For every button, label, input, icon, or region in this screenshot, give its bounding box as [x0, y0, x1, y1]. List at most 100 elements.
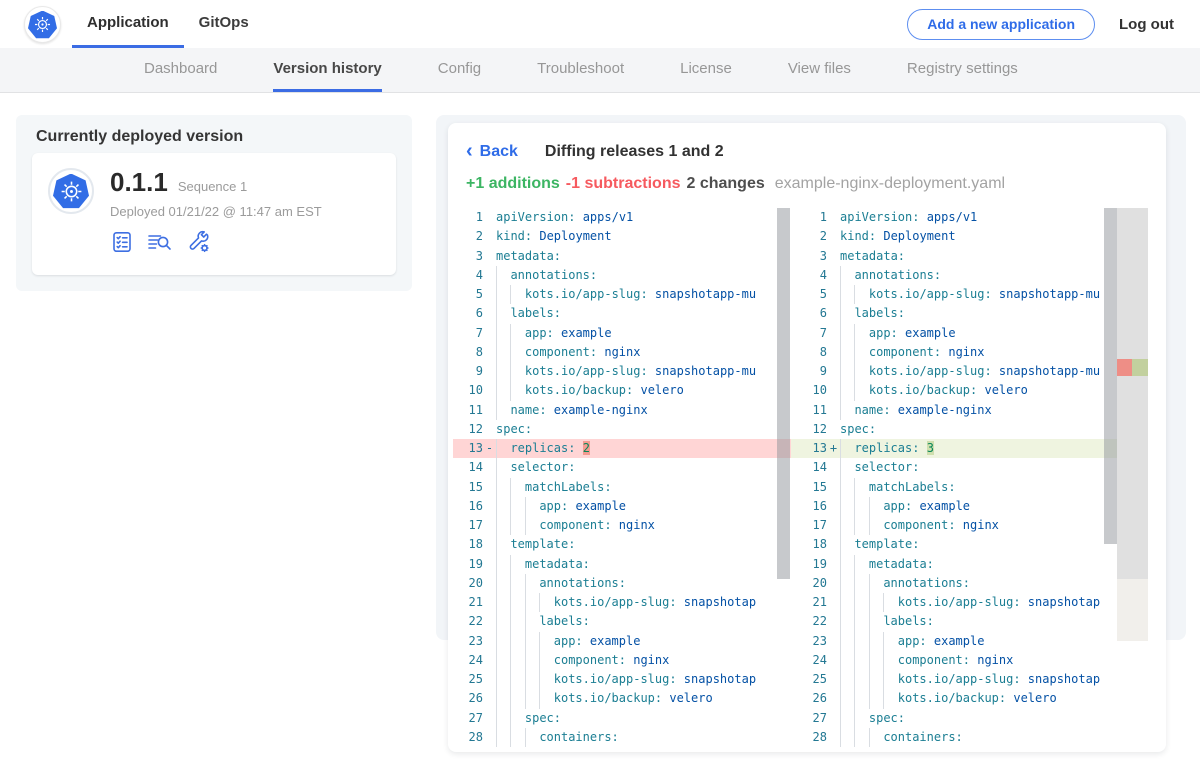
- diff-sign: [827, 362, 840, 381]
- view-logs-icon[interactable]: [147, 230, 173, 254]
- code-text: containers:: [840, 727, 1148, 747]
- subnav-item-registry-settings[interactable]: Registry settings: [906, 60, 1018, 77]
- indent-guide: [496, 612, 510, 632]
- code-token: spec:: [524, 710, 561, 725]
- scrollbar-thumb[interactable]: [777, 208, 790, 579]
- app-subnav: Dashboard Version history Config Troublesho…: [0, 48, 1200, 93]
- indent-guide: [510, 593, 524, 613]
- indent-guide: [510, 727, 524, 747]
- code-token: replicas:: [854, 441, 920, 455]
- kubernetes-logo-badge: [24, 6, 61, 43]
- indent-guide: [510, 554, 524, 574]
- code-text: annotations:: [496, 265, 791, 285]
- diff-sign: [827, 612, 840, 631]
- indent-guide: [840, 265, 854, 285]
- code-line: 18 template:: [453, 535, 791, 555]
- code-line: 13- replicas: 2: [453, 439, 791, 459]
- diff-sign: [483, 304, 496, 323]
- diff-sign: [483, 574, 496, 593]
- line-number: 19: [812, 556, 827, 571]
- code-token: kots.io/backup:: [868, 383, 978, 398]
- indent-guide: [496, 285, 510, 305]
- code-token: matchLabels:: [868, 479, 956, 494]
- code-line: 17 component: nginx: [791, 516, 1148, 536]
- tab-application[interactable]: Application: [72, 0, 184, 48]
- indent-guide: [840, 516, 854, 536]
- minimap-slider: [1117, 579, 1148, 641]
- code-line: 21 kots.io/app-slug: snapshotap: [791, 593, 1148, 613]
- indent-guide: [496, 381, 510, 401]
- scrollbar-thumb[interactable]: [1104, 208, 1117, 544]
- logout-button[interactable]: Log out: [1119, 15, 1174, 33]
- code-line: 22 labels:: [453, 612, 791, 632]
- indent-guide: [510, 477, 524, 497]
- code-line: 23 app: example: [791, 631, 1148, 651]
- code-line: 26 kots.io/backup: velero: [453, 689, 791, 709]
- diff-sign: [483, 612, 496, 631]
- indent-guide: [854, 381, 868, 401]
- indent-guide: [868, 650, 883, 670]
- code-token: spec:: [868, 710, 905, 725]
- code-token: component:: [868, 344, 942, 359]
- line-number: 28: [812, 729, 827, 744]
- indent-guide: [854, 342, 868, 362]
- subnav-item-troubleshoot[interactable]: Troubleshoot: [537, 60, 625, 77]
- code-token: example: [553, 325, 612, 340]
- code-text: template:: [840, 535, 1148, 555]
- diff-title: Diffing releases 1 and 2: [544, 143, 724, 160]
- minimap[interactable]: [1117, 208, 1148, 579]
- diff-pane-modified[interactable]: 1 apiVersion: apps/v1 2 kind: Deployment 3 me…: [791, 208, 1161, 747]
- diff-sign: [483, 709, 496, 728]
- indent-guide: [854, 362, 868, 382]
- code-token: kots.io/app-slug:: [553, 672, 677, 686]
- code-text: selector:: [840, 458, 1148, 478]
- back-link[interactable]: Back: [479, 143, 518, 160]
- subnav-item-version-history[interactable]: Version history: [273, 48, 382, 92]
- subnav-item-license[interactable]: License: [680, 60, 732, 77]
- diff-sign: [827, 670, 840, 689]
- code-text: kots.io/app-slug: snapshotap: [496, 670, 791, 690]
- code-token: kots.io/app-slug:: [868, 287, 992, 301]
- diff-sign: [827, 266, 840, 285]
- code-text: kots.io/app-slug: snapshotapp-mu: [840, 362, 1148, 382]
- diff-sign: [827, 420, 840, 439]
- indent-guide: [496, 650, 510, 670]
- sequence-label: Sequence 1: [177, 179, 248, 194]
- indent-guide: [868, 496, 883, 516]
- code-text: annotations:: [496, 573, 791, 593]
- diff-sign: [483, 728, 496, 747]
- tab-gitops[interactable]: GitOps: [198, 14, 249, 31]
- code-text: apiVersion: apps/v1: [840, 208, 1148, 227]
- currently-deployed-card: Currently deployed version 0.1.1: [16, 115, 412, 291]
- code-token: example-nginx: [546, 402, 648, 417]
- checklist-icon[interactable]: [110, 230, 134, 254]
- add-application-button[interactable]: Add a new application: [907, 8, 1096, 40]
- code-line: 13 + replicas: 3: [791, 439, 1148, 459]
- code-text: apiVersion: apps/v1: [496, 208, 791, 227]
- line-number: 21: [468, 595, 483, 609]
- code-rows: 1 apiVersion: apps/v1 2 kind: Deployment 3 me…: [791, 208, 1148, 747]
- line-number: 20: [468, 575, 483, 590]
- line-number: 13: [468, 441, 483, 455]
- tools-icon[interactable]: [186, 229, 212, 255]
- subnav-item-view-files[interactable]: View files: [787, 60, 851, 77]
- diff-panel: ‹ Back Diffing releases 1 and 2 +1 addit…: [448, 123, 1166, 752]
- code-line: 8 component: nginx: [791, 342, 1148, 362]
- code-token: component:: [553, 652, 626, 667]
- line-number: 23: [468, 633, 483, 648]
- code-text: spec:: [496, 420, 791, 439]
- code-token: nginx: [611, 518, 655, 532]
- diff-sign: [827, 285, 840, 304]
- code-token: spec:: [840, 421, 877, 436]
- subnav-item-dashboard[interactable]: Dashboard: [144, 60, 218, 77]
- diff-editor: 1 apiVersion: apps/v1 2 kind: Deployment 3 me…: [453, 208, 1161, 747]
- diff-pane-original[interactable]: 1 apiVersion: apps/v1 2 kind: Deployment 3 me…: [453, 208, 791, 747]
- subnav-item-config[interactable]: Config: [437, 60, 482, 77]
- app-logo[interactable]: [24, 6, 61, 43]
- indent-guide: [868, 593, 883, 613]
- indent-guide: [539, 670, 553, 690]
- code-token: example: [568, 498, 627, 513]
- diff-sign: [827, 555, 840, 574]
- diff-stats: +1 additions -1 subtractions 2 changes e…: [466, 175, 1005, 193]
- indent-guide: [496, 689, 510, 709]
